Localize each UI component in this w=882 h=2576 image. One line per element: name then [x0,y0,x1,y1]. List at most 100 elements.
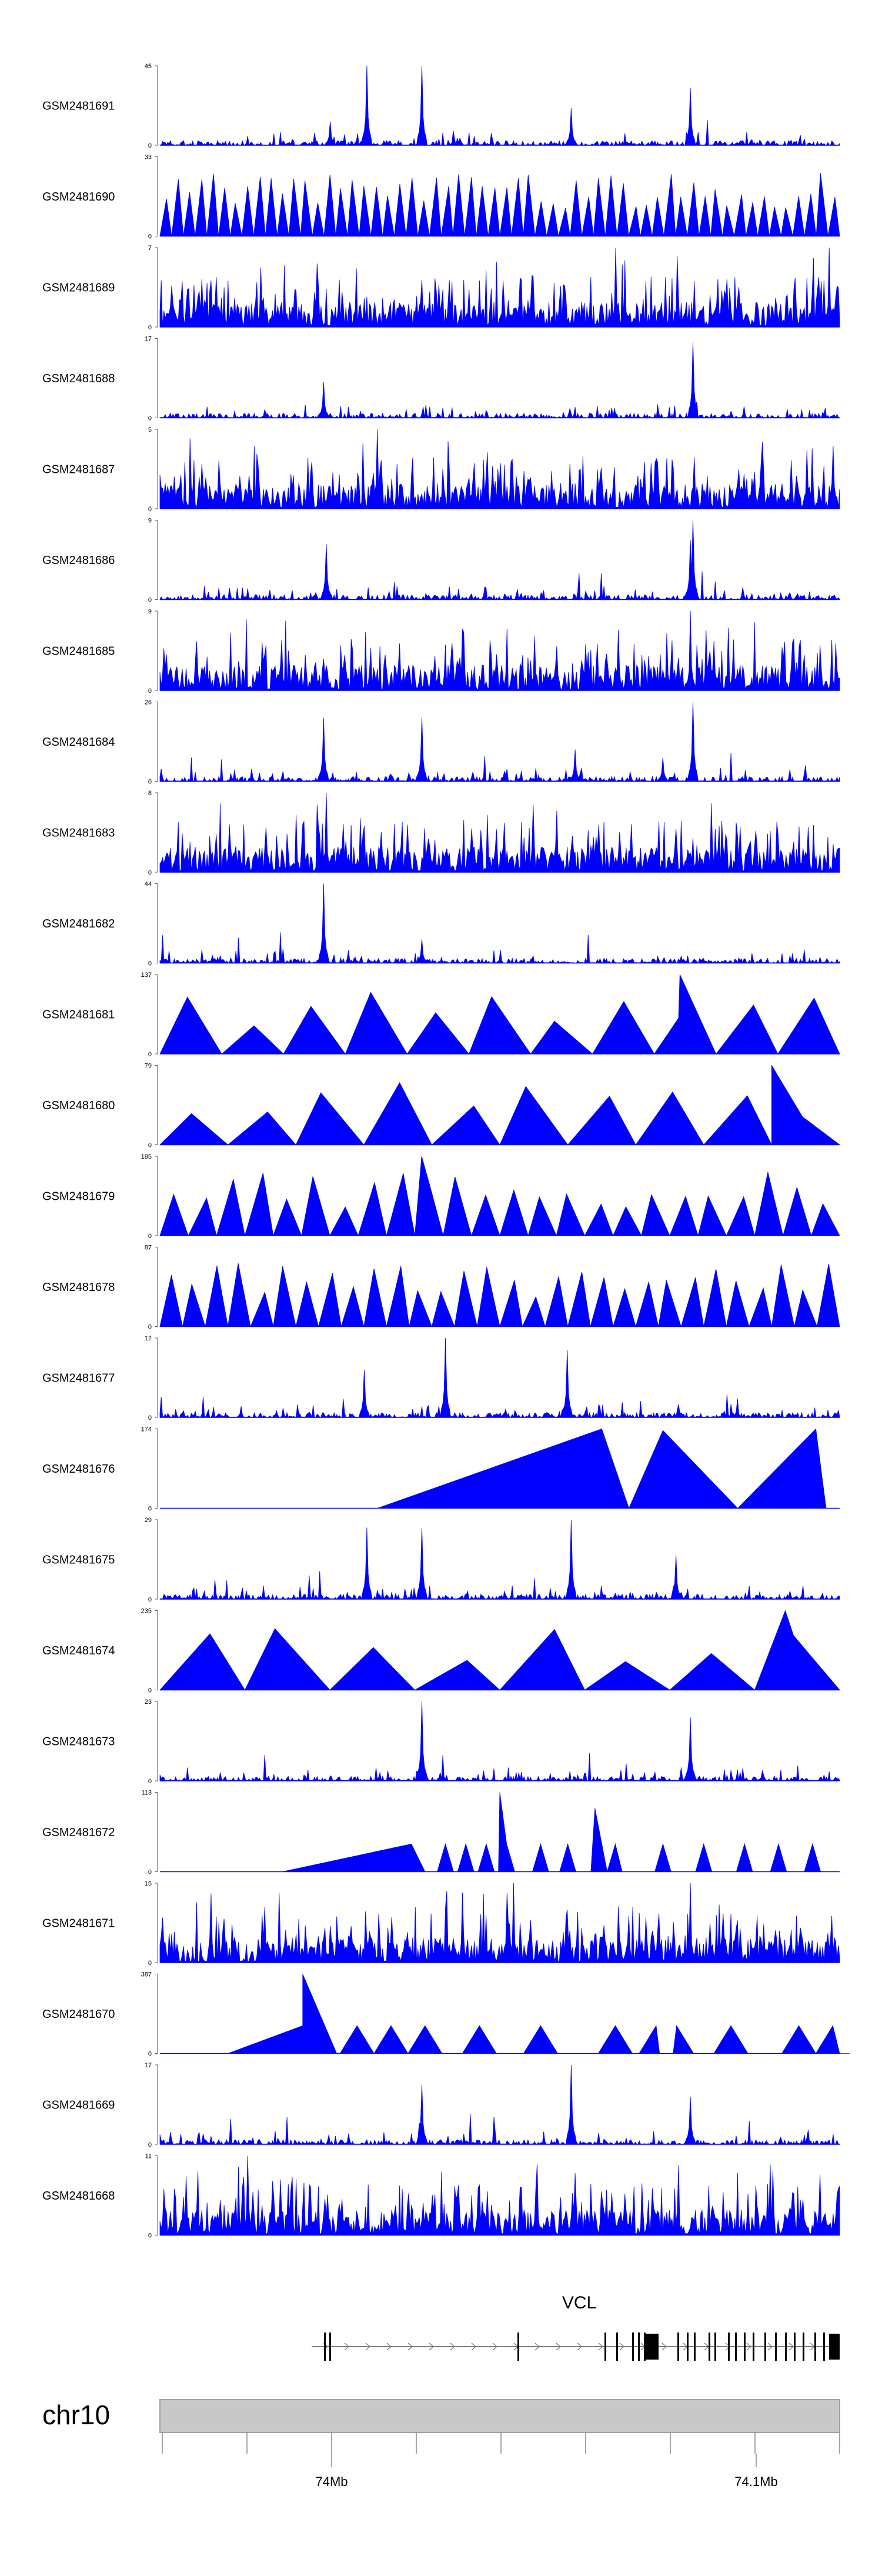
y-max-label: 185 [141,1153,152,1160]
y-max-label: 174 [141,1426,152,1433]
track-label: GSM2481669 [42,2099,115,2112]
y-max-label: 5 [148,426,152,433]
exon [644,2333,646,2361]
y-max-label: 15 [145,1880,152,1887]
exon [714,2333,716,2361]
strand-chevron [789,2343,794,2351]
track-GSM2481683: 8 0 GSM2481683 [42,790,840,876]
track-label: GSM2481673 [42,1736,115,1749]
track-label: GSM2481668 [42,2190,115,2203]
track-GSM2481677: 12 0 GSM2481677 [42,1335,840,1422]
y-min-label: 0 [148,1869,152,1876]
track-GSM2481691: 45 0 GSM2481691 [42,63,840,149]
exon-block [646,2334,659,2360]
track-GSM2481674: 235 0 GSM2481674 [42,1608,840,1694]
coverage-area [160,1428,840,1509]
coverage-area [159,610,840,691]
track-label: GSM2481684 [42,736,115,749]
exon [803,2333,804,2361]
coverage-area [159,2064,840,2145]
coverage-area [159,247,840,328]
coverage-area [159,1883,840,1963]
track-GSM2481686: 9 0 GSM2481686 [42,518,840,604]
y-max-label: 235 [141,1608,152,1615]
y-max-label: 8 [148,790,152,797]
y-max-label: 26 [145,699,152,706]
track-label: GSM2481687 [42,463,115,476]
y-max-label: 7 [148,245,152,252]
strand-chevron [471,2343,476,2351]
track-GSM2481672: 113 0 GSM2481672 [42,1790,840,1876]
y-min-label: 0 [148,779,152,786]
axis-label-74mb: 74Mb [315,2474,348,2489]
y-max-label: 11 [145,2153,152,2160]
y-min-label: 0 [148,1596,152,1603]
exon [744,2333,746,2361]
coverage-area [159,1519,840,1600]
exon [709,2333,710,2361]
y-min-label: 0 [148,1506,152,1513]
coverage-area [159,974,840,1055]
track-label: GSM2481672 [42,1826,115,1839]
strand-chevron [619,2343,624,2351]
y-min-label: 0 [148,688,152,695]
exon [677,2333,679,2361]
y-max-label: 113 [141,1790,152,1797]
chromosome-ideogram: chr10 74Mb 74.1Mb [42,2399,840,2489]
y-max-label: 137 [141,972,152,979]
y-min-label: 0 [148,597,152,604]
coverage-area [159,65,840,146]
coverage-area [159,520,840,600]
track-label: GSM2481689 [42,282,115,295]
track-label: GSM2481682 [42,917,115,930]
strand-chevron [662,2343,667,2351]
y-max-label: 45 [145,63,152,70]
track-GSM2481679: 185 0 GSM2481679 [42,1153,840,1240]
strand-chevron [365,2343,370,2351]
gene-label: VCL [562,2293,596,2313]
track-GSM2481670: 387 0 GSM2481670 [42,1971,850,2058]
track-GSM2481682: 44 0 GSM2481682 [42,881,840,967]
track-label: GSM2481675 [42,1554,115,1567]
strand-chevron [429,2343,434,2351]
exon [687,2333,689,2361]
track-GSM2481673: 23 0 GSM2481673 [42,1699,840,1785]
coverage-area [160,1974,850,2054]
exon [616,2333,618,2361]
exon [785,2333,787,2361]
coverage-area [159,429,840,509]
exon [638,2333,640,2361]
track-GSM2481688: 17 0 GSM2481688 [42,336,840,422]
exon [735,2333,737,2361]
strand-chevron [450,2343,455,2351]
y-max-label: 79 [145,1063,152,1070]
track-label: GSM2481685 [42,645,115,658]
coverage-area [159,1156,840,1237]
y-max-label: 17 [145,336,152,343]
y-max-label: 17 [145,2062,152,2069]
track-GSM2481680: 79 0 GSM2481680 [42,1063,841,1149]
track-label: GSM2481686 [42,554,115,567]
exon [728,2333,730,2361]
y-min-label: 0 [148,415,152,422]
y-min-label: 0 [148,1687,152,1694]
chromosome-label: chr10 [42,2400,110,2430]
y-min-label: 0 [148,1233,152,1240]
track-GSM2481671: 15 0 GSM2481671 [42,1880,840,1967]
y-min-label: 0 [148,1778,152,1785]
track-label: GSM2481677 [42,1372,115,1385]
track-label: GSM2481678 [42,1281,115,1294]
track-label: GSM2481670 [42,2008,115,2021]
axis-label-74-1mb: 74.1Mb [734,2474,777,2489]
y-min-label: 0 [148,2051,152,2058]
strand-chevron [407,2343,413,2351]
exon [775,2333,777,2361]
y-min-label: 0 [148,1142,152,1149]
y-max-label: 12 [145,1335,152,1342]
track-label: GSM2481688 [42,372,115,385]
y-max-label: 387 [141,1971,152,1978]
strand-chevron [344,2343,349,2351]
track-label: GSM2481679 [42,1190,115,1203]
track-GSM2481687: 5 0 GSM2481687 [42,426,840,513]
